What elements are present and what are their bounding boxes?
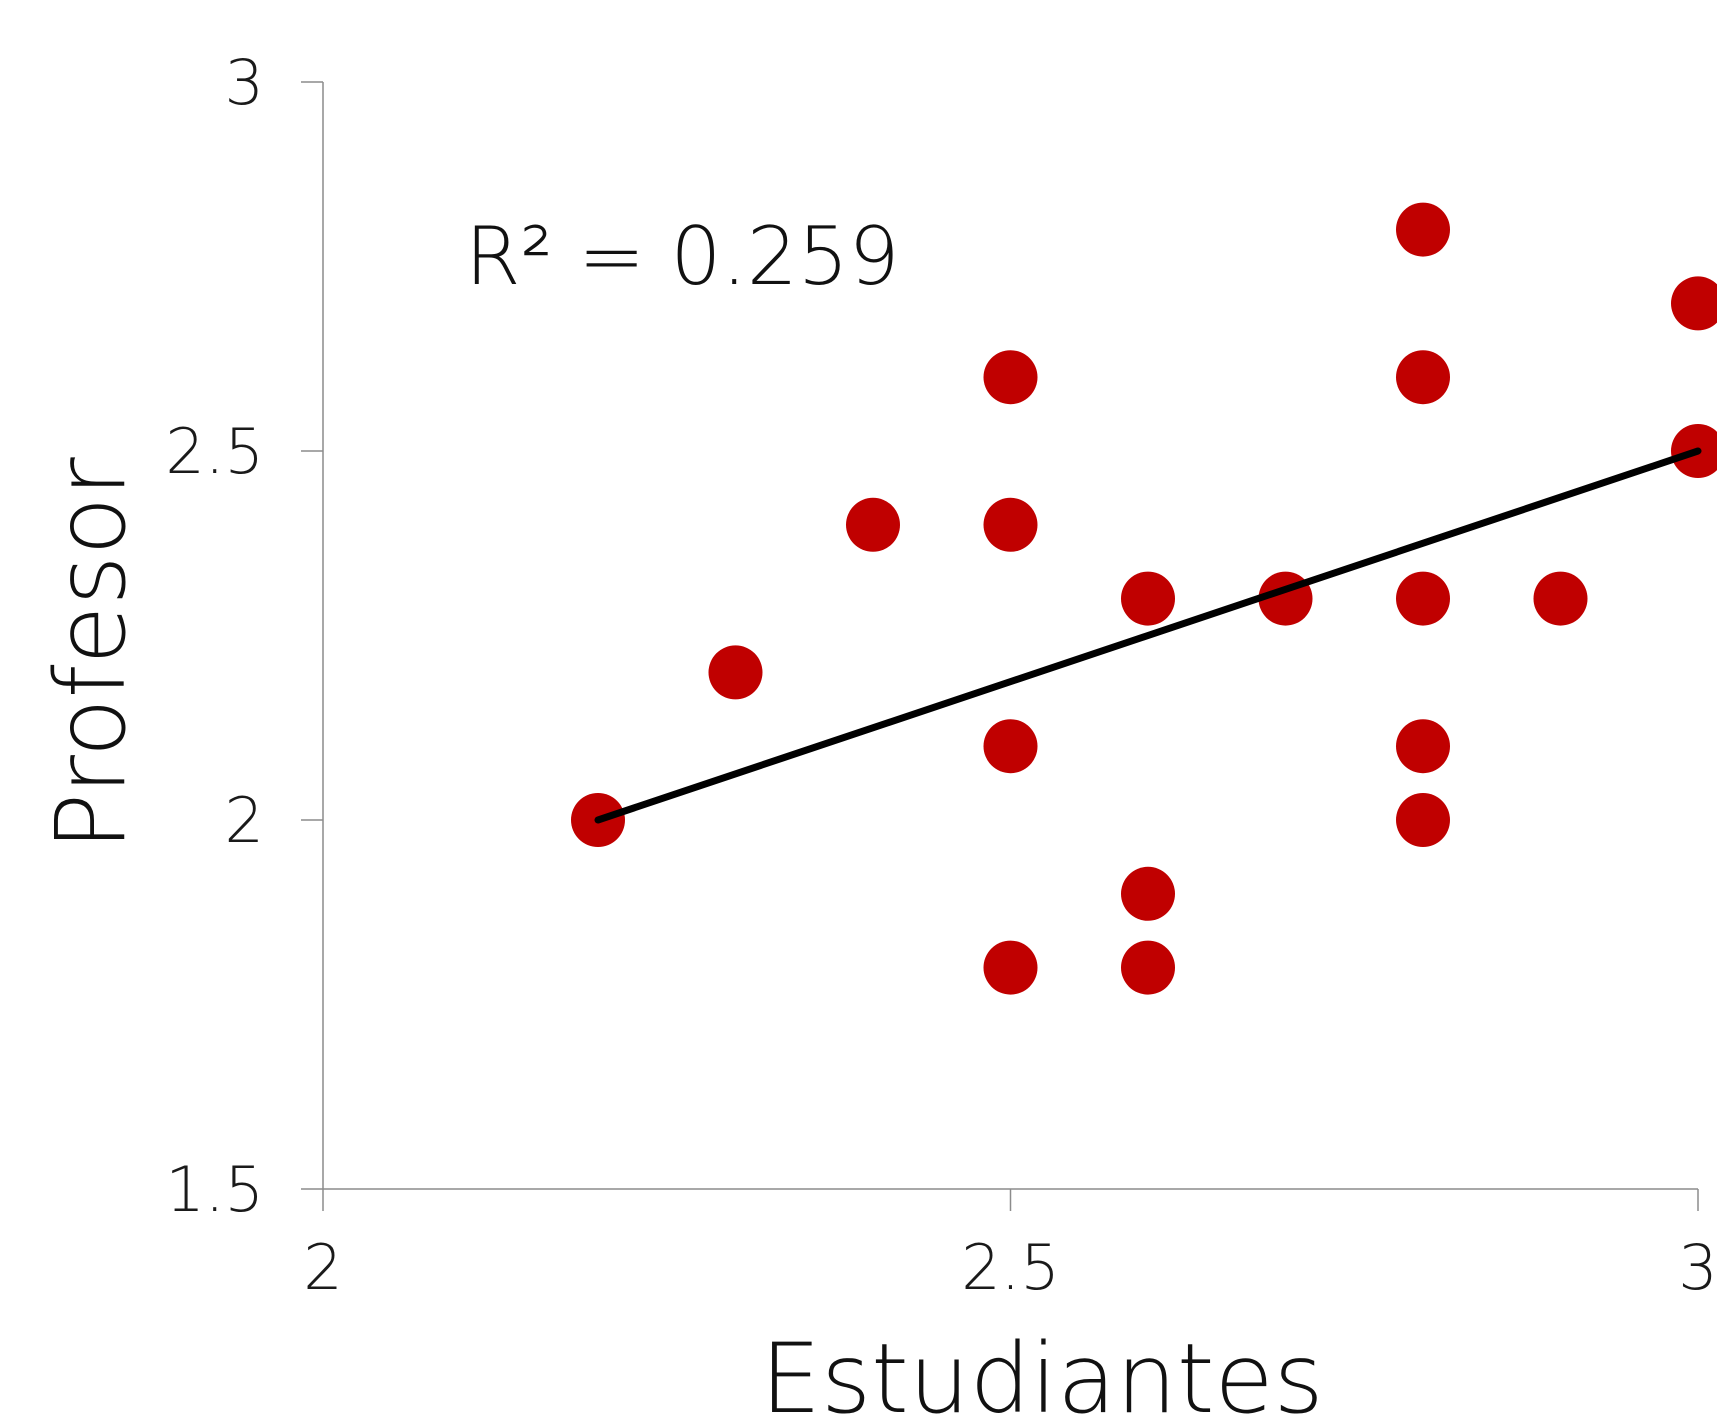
r-squared-annotation: R² = 0.259 [465,210,900,303]
y-tick-label: 1.5 [165,1153,264,1226]
trendline-layer [594,447,1702,824]
y-tick-label: 2.5 [165,415,264,488]
data-point [846,497,900,552]
data-point [1396,719,1450,774]
data-point [1121,571,1175,626]
y-tick-label: 2 [225,784,264,857]
tick-labels: 1.5 2 2.5 3 2 2.5 3 [165,46,1717,1304]
data-point [1121,940,1175,995]
data-point [1121,866,1175,921]
x-tick-label: 3 [1678,1231,1717,1304]
data-point [708,645,763,700]
axes [301,81,1699,1211]
data-point [983,940,1038,995]
y-tick-label: 3 [225,46,264,119]
x-axis-title: Estudiantes [760,1323,1323,1420]
data-point [983,350,1038,405]
data-point [983,719,1038,774]
data-point [983,497,1038,552]
y-axis-title: Profesor [35,457,147,851]
data-point [1396,350,1450,405]
data-point [1396,571,1450,626]
trendline [594,447,1702,824]
x-tick-label: 2 [303,1231,342,1304]
data-point [1396,202,1450,257]
x-tick-label: 2.5 [961,1231,1060,1304]
data-point [1396,793,1450,847]
data-point [1533,571,1588,626]
points-layer [571,202,1717,995]
data-point [1671,276,1717,331]
